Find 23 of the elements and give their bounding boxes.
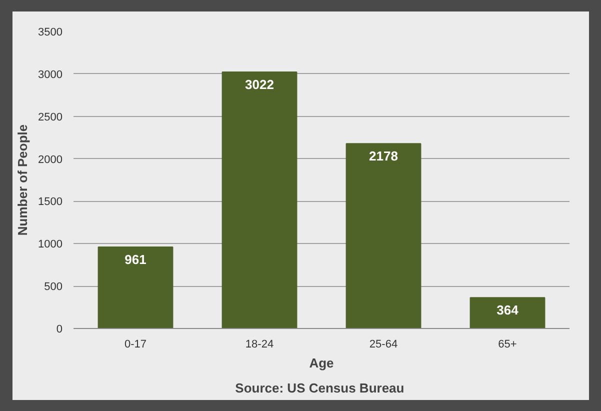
- x-tick-label: 25-64: [369, 338, 398, 350]
- data-label: 961: [124, 252, 146, 267]
- y-axis-title: Number of People: [15, 124, 30, 236]
- bar: [222, 72, 298, 328]
- y-tick-label: 3000: [38, 68, 63, 81]
- y-tick-label: 0: [56, 324, 63, 336]
- x-tick-label: 0-17: [124, 338, 147, 350]
- y-tick-label: 2000: [38, 154, 63, 166]
- source-note: Source: US Census Bureau: [235, 380, 404, 396]
- y-tick-label: 500: [44, 281, 63, 294]
- data-label: 364: [496, 302, 520, 318]
- y-tick-label: 1500: [38, 196, 63, 208]
- x-tick-label: 65+: [498, 338, 517, 350]
- x-axis-title: Age: [309, 356, 334, 370]
- y-tick-label: 1000: [38, 238, 63, 251]
- data-label: 3022: [245, 77, 274, 92]
- data-label: 2178: [369, 148, 398, 164]
- x-tick-label: 18-24: [245, 338, 274, 350]
- bar: [470, 297, 546, 328]
- y-tick-label: 2500: [38, 111, 63, 124]
- bar: [98, 246, 174, 328]
- bar: [346, 143, 422, 328]
- y-tick-label: 3500: [38, 26, 63, 38]
